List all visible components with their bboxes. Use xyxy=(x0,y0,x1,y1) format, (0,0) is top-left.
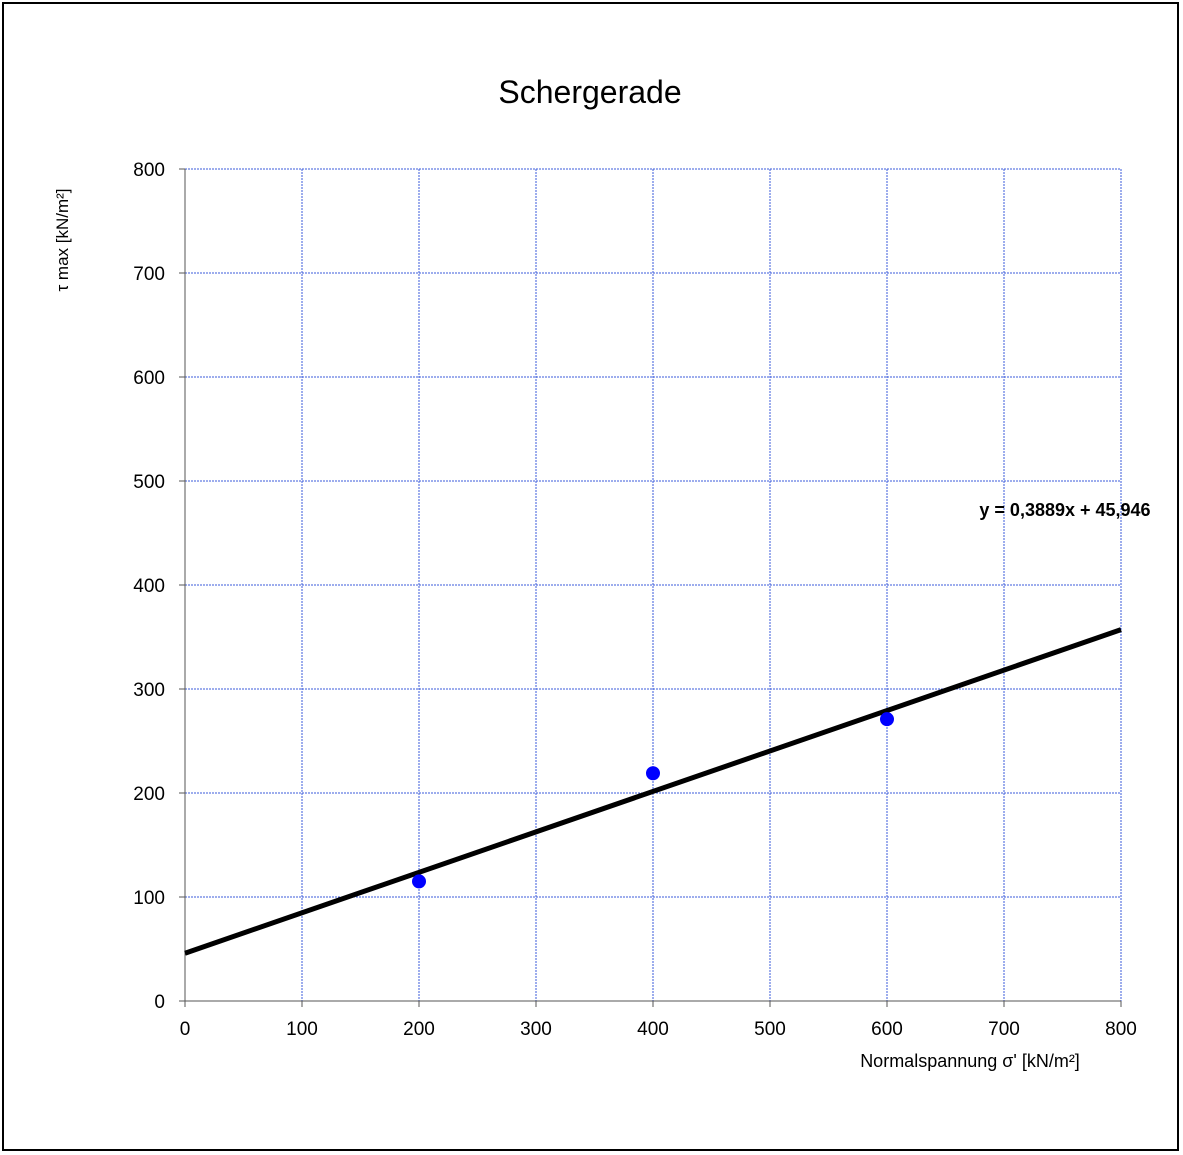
data-point xyxy=(646,766,660,781)
x-tick-label: 700 xyxy=(988,1019,1020,1040)
trendline xyxy=(184,627,1122,956)
x-tick-label: 0 xyxy=(180,1019,191,1040)
x-tick-label: 600 xyxy=(871,1019,903,1040)
chart-title: Schergerade xyxy=(498,74,681,110)
x-tick-label: 800 xyxy=(1105,1019,1137,1040)
x-tick-label: 100 xyxy=(286,1019,318,1040)
x-tick-label: 500 xyxy=(754,1019,786,1040)
data-point xyxy=(880,712,894,727)
y-tick-label: 100 xyxy=(133,888,165,909)
y-tick-label: 700 xyxy=(133,264,165,285)
y-tick-label: 600 xyxy=(133,368,165,389)
y-tick-label: 400 xyxy=(133,576,165,597)
y-tick-label: 500 xyxy=(133,472,165,493)
x-tick-label: 400 xyxy=(637,1019,669,1040)
y-tick-label: 300 xyxy=(133,680,165,701)
trendline-equation: y = 0,3889x + 45,946 xyxy=(979,500,1150,520)
y-tick-label: 200 xyxy=(133,784,165,805)
y-tick-label: 0 xyxy=(154,992,165,1013)
x-tick-label: 300 xyxy=(520,1019,552,1040)
x-axis-label: Normalspannung σ' [kN/m²] xyxy=(860,1051,1080,1071)
y-tick-label: 800 xyxy=(133,160,165,181)
y-axis-label: τ max [kN/m²] xyxy=(53,188,72,291)
data-point xyxy=(412,874,426,889)
x-tick-label: 200 xyxy=(403,1019,435,1040)
